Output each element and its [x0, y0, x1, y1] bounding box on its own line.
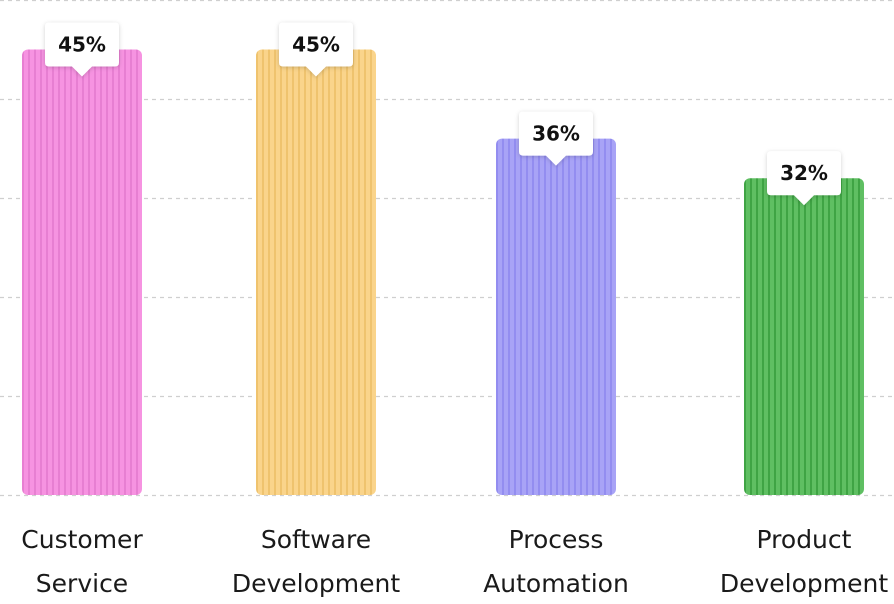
category-labels: Customer Service Software Development Proces… — [21, 525, 888, 598]
value-label: 45% — [58, 33, 106, 57]
value-label: 32% — [780, 161, 828, 185]
bar-1 — [256, 49, 376, 495]
value-callout-box — [279, 22, 353, 77]
bar-0 — [22, 49, 142, 495]
category-label: Process — [509, 525, 604, 554]
category-label: Service — [36, 569, 128, 598]
category-label: Development — [720, 569, 888, 598]
value-callout — [767, 151, 841, 206]
category-label: Customer — [21, 525, 143, 554]
value-callout — [45, 22, 119, 77]
value-label: 36% — [532, 122, 580, 146]
bar-3 — [744, 178, 864, 495]
bar-2 — [496, 138, 616, 495]
value-callout-box — [767, 151, 841, 206]
value-callout-box — [519, 111, 593, 166]
category-label: Software — [261, 525, 371, 554]
value-label: 45% — [292, 33, 340, 57]
bars: 45% 45% 36% 32% — [22, 22, 864, 495]
category-label: Development — [232, 569, 400, 598]
category-label: Product — [757, 525, 852, 554]
value-callout-box — [45, 22, 119, 77]
value-callout — [279, 22, 353, 77]
category-label: Automation — [483, 569, 629, 598]
value-callout — [519, 111, 593, 166]
